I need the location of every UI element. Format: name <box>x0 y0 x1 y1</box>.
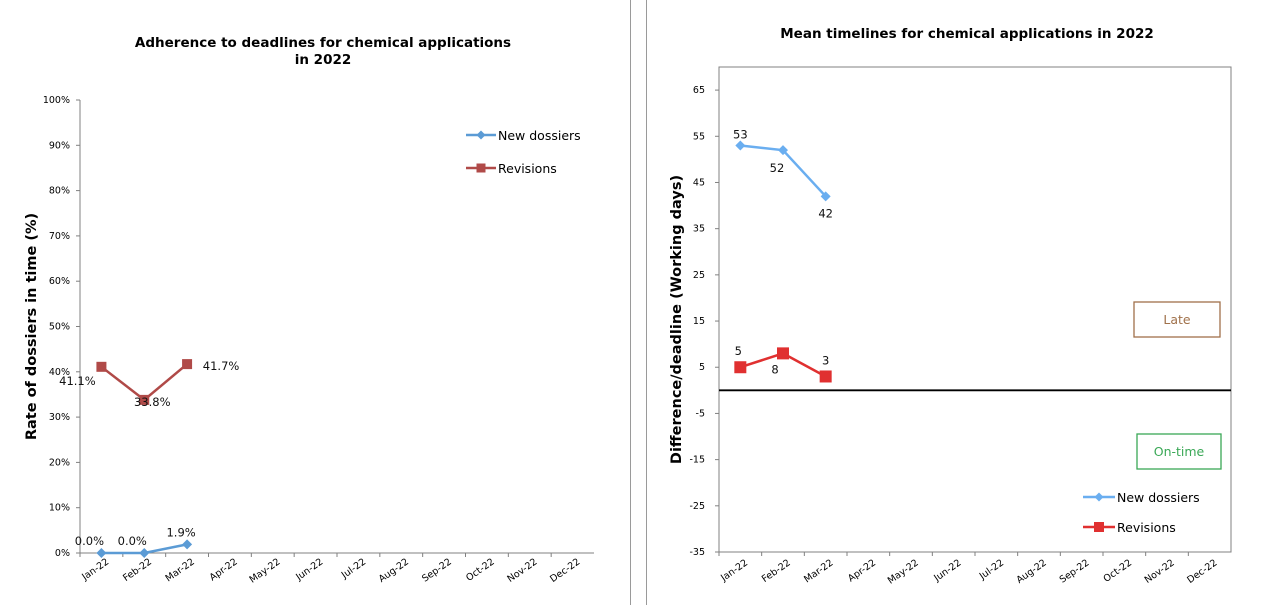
data-point-0-2 <box>820 191 831 202</box>
data-label: 53 <box>733 128 748 142</box>
data-label: 41.7% <box>203 359 240 373</box>
legend-marker <box>1094 492 1104 502</box>
y-tick-label: 70% <box>49 231 70 242</box>
timelines-chart: Mean timelines for chemical applications… <box>669 26 1232 587</box>
y-tick-label: 55 <box>693 131 705 142</box>
y-tick-label: -25 <box>689 501 705 512</box>
data-label: 3 <box>822 353 829 367</box>
on-time-label: On-time <box>1154 444 1205 459</box>
x-tick-label: Sep-22 <box>420 556 454 584</box>
data-label: 33.8% <box>134 395 171 409</box>
data-label: 42 <box>818 206 833 220</box>
data-point-0-0 <box>96 548 107 558</box>
x-tick-label: Apr-22 <box>208 556 240 583</box>
x-tick-label: Mar-22 <box>164 556 197 584</box>
x-tick-label: Dec-22 <box>1185 557 1219 585</box>
legend-label: New dossiers <box>498 128 581 143</box>
y-axis-label: Rate of dossiers in time (%) <box>24 213 40 440</box>
x-tick-label: Jan-22 <box>79 556 111 583</box>
data-point-0-2 <box>182 539 193 550</box>
data-point-1-2 <box>182 359 193 370</box>
chart-title: Mean timelines for chemical applications… <box>780 26 1154 42</box>
x-tick-label: Jul-22 <box>977 557 1006 582</box>
x-tick-label: Dec-22 <box>548 556 582 584</box>
x-tick-label: May-22 <box>247 556 282 585</box>
late-label: Late <box>1163 312 1191 327</box>
chart-title-line-2: in 2022 <box>295 52 352 68</box>
x-tick-label: Feb-22 <box>760 557 793 585</box>
on-time-box <box>1136 433 1222 470</box>
y-tick-label: 90% <box>49 140 70 151</box>
legend-marker <box>1094 522 1104 532</box>
y-tick-label: 100% <box>43 95 70 106</box>
x-tick-label: Jan-22 <box>718 557 750 584</box>
y-axis-label: Difference/deadline (Working days) <box>669 175 685 464</box>
legend-marker <box>476 163 486 173</box>
adherence-chart: Adherence to deadlines for chemical appl… <box>24 35 594 586</box>
data-point-0-1 <box>778 145 788 156</box>
x-tick-label: Nov-22 <box>505 556 539 584</box>
data-label: 41.1% <box>59 374 96 388</box>
y-tick-label: -15 <box>689 455 705 466</box>
y-tick-label: -5 <box>696 408 705 419</box>
data-label: 52 <box>770 161 785 175</box>
data-point-1-1 <box>139 394 150 405</box>
x-tick-label: Apr-22 <box>846 557 878 584</box>
chart-title: Adherence to deadlines for chemical appl… <box>135 35 511 51</box>
y-tick-label: 40% <box>49 367 70 378</box>
x-tick-label: Jun-22 <box>931 557 963 584</box>
late-box <box>1133 301 1221 338</box>
y-tick-label: 10% <box>49 503 70 514</box>
data-point-1-0 <box>734 361 747 374</box>
y-tick-label: 45 <box>693 177 705 188</box>
y-tick-label: 65 <box>693 85 705 96</box>
data-point-0-0 <box>735 140 746 151</box>
legend-label: Revisions <box>498 161 557 176</box>
data-point-0-1 <box>139 548 150 558</box>
y-tick-label: -35 <box>689 547 705 558</box>
y-tick-label: 20% <box>49 457 70 468</box>
x-tick-label: Mar-22 <box>802 557 835 585</box>
x-tick-label: Aug-22 <box>1014 557 1048 586</box>
data-label: 0.0% <box>118 534 147 548</box>
x-tick-label: Jun-22 <box>293 556 325 583</box>
x-tick-label: Jul-22 <box>339 556 368 581</box>
y-tick-label: 35 <box>693 224 705 235</box>
legend-label: Revisions <box>1117 520 1176 535</box>
data-label: 5 <box>735 344 742 358</box>
data-label: 8 <box>771 362 778 376</box>
x-tick-label: Nov-22 <box>1143 557 1177 585</box>
legend-marker <box>476 130 486 140</box>
x-tick-label: May-22 <box>886 557 921 586</box>
y-tick-label: 0% <box>55 548 70 559</box>
y-tick-label: 50% <box>49 322 70 333</box>
y-tick-label: 15 <box>693 316 705 327</box>
y-tick-label: 5 <box>699 362 705 373</box>
data-label: 1.9% <box>166 525 195 539</box>
legend-label: New dossiers <box>1117 490 1200 505</box>
data-point-1-0 <box>96 361 107 372</box>
x-tick-label: Sep-22 <box>1058 557 1092 585</box>
y-tick-label: 25 <box>693 270 705 281</box>
y-tick-label: 30% <box>49 412 70 423</box>
chart-panel-timelines: Mean timelines for chemical applications… <box>646 0 1264 605</box>
data-point-1-1 <box>777 347 789 360</box>
data-point-1-2 <box>819 370 832 383</box>
chart-panel-adherence: Adherence to deadlines for chemical appl… <box>0 0 631 605</box>
x-tick-label: Oct-22 <box>464 556 496 583</box>
x-tick-label: Aug-22 <box>377 556 411 585</box>
y-tick-label: 60% <box>49 276 70 287</box>
x-tick-label: Oct-22 <box>1102 557 1134 584</box>
y-tick-label: 80% <box>49 186 70 197</box>
x-tick-label: Feb-22 <box>121 556 154 584</box>
data-label: 0.0% <box>75 534 104 548</box>
